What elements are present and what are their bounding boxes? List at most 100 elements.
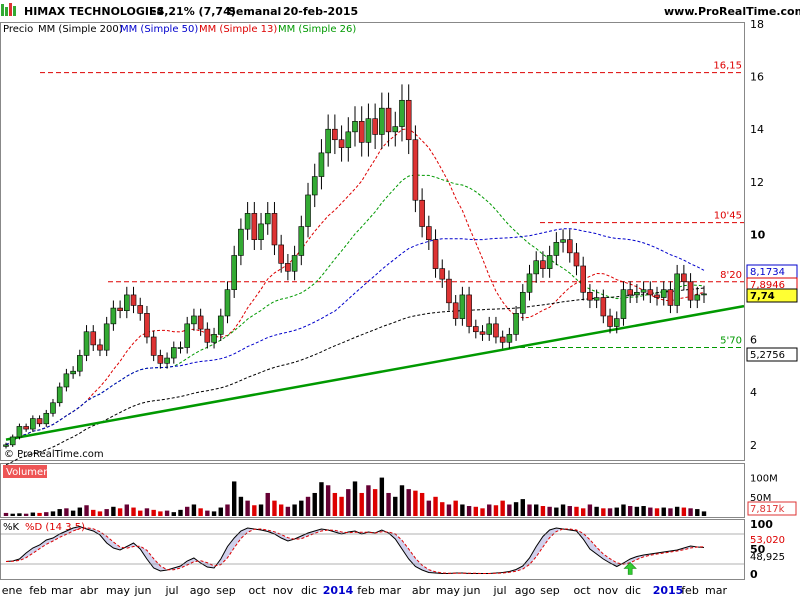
candle-body[interactable]: [311, 176, 318, 196]
volume-bar[interactable]: [513, 502, 519, 516]
candle-body[interactable]: [600, 297, 607, 317]
candle-body[interactable]: [412, 139, 419, 201]
candle-body[interactable]: [379, 107, 385, 135]
volume-bar[interactable]: [634, 506, 640, 516]
volume-bar[interactable]: [64, 508, 69, 516]
candle-body[interactable]: [204, 328, 211, 343]
candle-body[interactable]: [197, 315, 204, 330]
volume-bar[interactable]: [218, 507, 223, 516]
candle-body[interactable]: [519, 291, 526, 314]
volume-bar[interactable]: [3, 512, 9, 516]
candle-body[interactable]: [560, 239, 566, 243]
candle-body[interactable]: [90, 331, 97, 346]
volume-bar[interactable]: [554, 507, 559, 516]
candle-body[interactable]: [385, 107, 392, 133]
volume-bar[interactable]: [534, 504, 539, 516]
volume-bar[interactable]: [406, 489, 411, 516]
volume-bar[interactable]: [205, 510, 210, 516]
volume-bar[interactable]: [654, 508, 660, 516]
candle-body[interactable]: [30, 418, 36, 430]
candle-body[interactable]: [640, 289, 647, 293]
candle-body[interactable]: [566, 239, 573, 254]
volume-bar[interactable]: [292, 504, 297, 516]
candle-body[interactable]: [137, 305, 144, 314]
candle-body[interactable]: [191, 315, 197, 325]
volume-bar[interactable]: [587, 504, 593, 516]
candle-body[interactable]: [365, 118, 372, 143]
candle-body[interactable]: [647, 289, 654, 296]
volume-bar[interactable]: [393, 496, 398, 516]
volume-bar[interactable]: [426, 500, 432, 516]
candle-body[interactable]: [634, 291, 640, 296]
volume-bar[interactable]: [111, 506, 116, 516]
volume-bar[interactable]: [278, 504, 284, 516]
candle-body[interactable]: [9, 436, 16, 446]
candle-body[interactable]: [251, 213, 258, 240]
volume-bar[interactable]: [178, 509, 183, 516]
candle-body[interactable]: [426, 226, 432, 240]
candle-body[interactable]: [526, 273, 533, 293]
candle-body[interactable]: [63, 373, 70, 388]
candle-body[interactable]: [473, 326, 479, 333]
candle-body[interactable]: [674, 273, 680, 306]
volume-bar[interactable]: [144, 508, 150, 516]
candle-body[interactable]: [231, 255, 237, 290]
volume-bar[interactable]: [245, 500, 250, 516]
candle-body[interactable]: [345, 131, 352, 148]
candle-body[interactable]: [164, 357, 170, 364]
candle-body[interactable]: [352, 121, 358, 133]
candle-body[interactable]: [540, 260, 546, 269]
volume-bar[interactable]: [701, 511, 707, 516]
volume-bar[interactable]: [17, 513, 22, 516]
volume-bar[interactable]: [23, 513, 29, 516]
volume-bar[interactable]: [453, 500, 458, 516]
candle-body[interactable]: [620, 289, 627, 319]
volume-bar[interactable]: [138, 510, 143, 516]
volume-bar[interactable]: [413, 490, 418, 516]
volume-bar[interactable]: [97, 511, 103, 516]
volume-bar[interactable]: [493, 505, 499, 516]
site-label[interactable]: www.ProRealTime.com: [664, 5, 800, 18]
candle-body[interactable]: [298, 226, 305, 256]
volume-bar[interactable]: [158, 511, 163, 516]
candle-body[interactable]: [211, 334, 217, 343]
volume-bar[interactable]: [419, 492, 425, 516]
volume-bar[interactable]: [84, 505, 89, 516]
candle-body[interactable]: [479, 331, 486, 335]
volume-bar[interactable]: [614, 507, 619, 516]
candle-body[interactable]: [432, 239, 439, 269]
candle-body[interactable]: [238, 228, 244, 256]
candle-body[interactable]: [157, 355, 164, 364]
candle-body[interactable]: [573, 252, 580, 267]
candle-body[interactable]: [452, 302, 459, 319]
candle-body[interactable]: [264, 213, 271, 225]
volume-bar[interactable]: [540, 506, 546, 516]
candle-body[interactable]: [493, 323, 499, 338]
candle-body[interactable]: [83, 331, 90, 356]
candle-body[interactable]: [694, 294, 701, 301]
volume-bar[interactable]: [641, 506, 646, 516]
candle-body[interactable]: [613, 318, 620, 327]
legend-sma13[interactable]: MM (Simple 13): [199, 24, 277, 35]
volume-bar[interactable]: [325, 485, 331, 516]
volume-bar[interactable]: [164, 510, 170, 516]
candle-body[interactable]: [23, 426, 29, 430]
volume-bar[interactable]: [124, 504, 130, 516]
volume-bar[interactable]: [37, 512, 42, 516]
volume-bar[interactable]: [399, 485, 405, 516]
candle-body[interactable]: [278, 244, 284, 264]
candle-body[interactable]: [291, 255, 298, 272]
volume-bar[interactable]: [674, 506, 680, 516]
candle-body[interactable]: [593, 297, 600, 301]
candle-body[interactable]: [660, 289, 667, 298]
volume-bar[interactable]: [319, 482, 324, 516]
volume-bar[interactable]: [57, 509, 62, 516]
volume-bar[interactable]: [627, 506, 633, 516]
volume-bar[interactable]: [77, 507, 83, 516]
volume-bar[interactable]: [466, 506, 472, 516]
candle-body[interactable]: [305, 194, 311, 227]
candle-body[interactable]: [258, 223, 264, 240]
volume-bar[interactable]: [560, 504, 566, 516]
volume-bar[interactable]: [312, 492, 317, 516]
volume-bar[interactable]: [117, 508, 123, 516]
